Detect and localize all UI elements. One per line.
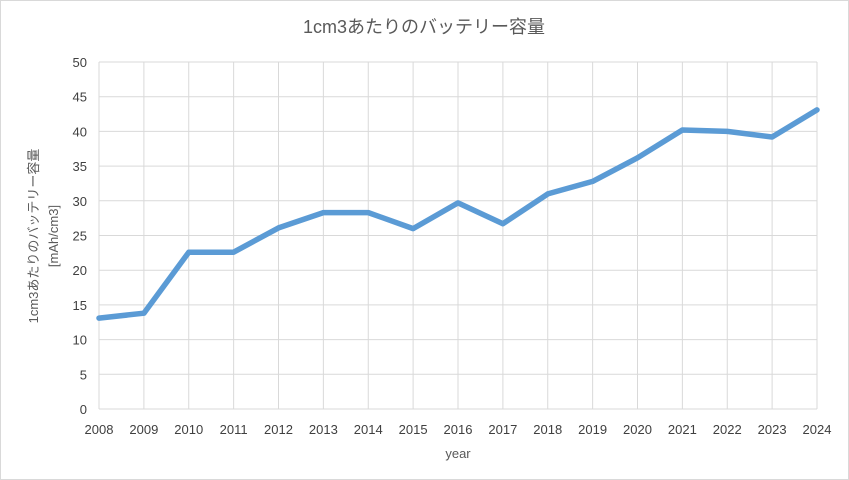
y-tick-label: 15	[73, 298, 87, 313]
x-axis-ticks: 2008 2009 2010 2011 2012 2013 2014 2015 2016 2017…	[85, 422, 832, 437]
y-tick-label: 35	[73, 159, 87, 174]
x-tick-label: 2022	[713, 422, 742, 437]
data-point	[320, 210, 326, 216]
data-point	[141, 310, 147, 316]
x-tick-label: 2020	[623, 422, 652, 437]
data-point	[500, 221, 506, 227]
data-point	[186, 249, 192, 255]
data-point	[814, 107, 820, 113]
data-point	[455, 200, 461, 206]
y-tick-label: 40	[73, 124, 87, 139]
x-tick-label: 2015	[399, 422, 428, 437]
chart-title: 1cm3あたりのバッテリー容量	[303, 17, 545, 37]
data-point	[231, 249, 237, 255]
x-axis-label: year	[445, 446, 471, 461]
data-point	[365, 210, 371, 216]
x-tick-label: 2017	[488, 422, 517, 437]
data-point	[769, 134, 775, 140]
x-tick-label: 2014	[354, 422, 383, 437]
x-tick-label: 2013	[309, 422, 338, 437]
y-tick-label: 20	[73, 263, 87, 278]
x-tick-label: 2024	[803, 422, 832, 437]
data-point	[724, 128, 730, 134]
data-point	[679, 127, 685, 133]
y-tick-label: 25	[73, 229, 87, 244]
x-tick-label: 2018	[533, 422, 562, 437]
y-axis-label: 1cm3あたりのバッテリー容量 [mAh/cm3]	[26, 149, 61, 324]
y-axis-label-line1: 1cm3あたりのバッテリー容量	[26, 149, 41, 324]
y-axis-ticks: 0 5 10 15 20 25 30 35 40 45 50	[73, 55, 87, 417]
y-tick-label: 30	[73, 194, 87, 209]
data-point	[276, 225, 281, 231]
data-point	[96, 315, 102, 321]
grid-lines	[98, 61, 818, 410]
data-point	[590, 178, 596, 184]
data-series	[96, 107, 820, 321]
y-tick-label: 50	[73, 55, 87, 70]
x-tick-label: 2023	[758, 422, 787, 437]
y-tick-label: 45	[73, 90, 87, 105]
x-tick-label: 2008	[85, 422, 114, 437]
x-tick-label: 2019	[578, 422, 607, 437]
data-point	[635, 155, 640, 161]
x-tick-label: 2012	[264, 422, 293, 437]
data-point	[545, 191, 551, 197]
data-point	[410, 226, 416, 232]
x-tick-label: 2021	[668, 422, 697, 437]
x-tick-label: 2009	[129, 422, 158, 437]
x-tick-label: 2011	[220, 422, 248, 437]
y-tick-label: 0	[80, 402, 87, 417]
x-tick-label: 2010	[174, 422, 203, 437]
y-axis-label-line2: [mAh/cm3]	[46, 205, 61, 267]
y-tick-label: 10	[73, 333, 87, 348]
x-tick-label: 2016	[444, 422, 473, 437]
y-tick-label: 5	[80, 367, 87, 382]
